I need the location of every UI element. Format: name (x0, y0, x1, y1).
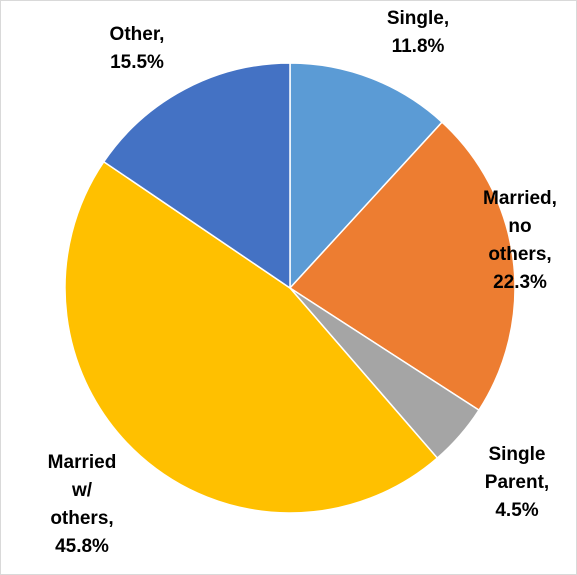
data-label-line: others, (50, 508, 113, 529)
pie-slice-other (102, 62, 291, 290)
data-label-other: Other, 15.5% (110, 24, 165, 73)
data-label-line: Married (48, 452, 117, 473)
pie-labels: Single, 11.8% Married, no others, 22.3% Single… (48, 8, 557, 557)
pie-slices (64, 62, 516, 514)
pie-slice-married-no-others (288, 121, 516, 412)
data-label-single: Single, 11.8% (387, 8, 449, 57)
pie-slice-single (289, 62, 444, 290)
data-label-line: 15.5% (110, 52, 164, 73)
data-label-married-w-others: Married w/others, 45.8% (48, 452, 117, 557)
data-label-married-no-others: Married, no others, 22.3% (483, 188, 557, 293)
data-label-line: 45.8% (55, 536, 109, 557)
data-label-line: w/ (71, 480, 93, 501)
data-label-line: others, (488, 244, 551, 265)
pie-slice-married-w-others (64, 160, 439, 514)
data-label-line: Parent, (485, 472, 549, 493)
data-label-line: no (508, 216, 531, 237)
data-label-line: Married, (483, 188, 557, 209)
data-label-line: Single, (387, 8, 449, 29)
data-label-line: 4.5% (495, 500, 538, 521)
data-label-line: Other, (110, 24, 165, 45)
data-label-line: 11.8% (392, 36, 445, 57)
data-label-line: 22.3% (493, 272, 547, 293)
data-label-single-parent: Single Parent, 4.5% (485, 444, 549, 521)
data-label-line: Single (488, 444, 545, 465)
